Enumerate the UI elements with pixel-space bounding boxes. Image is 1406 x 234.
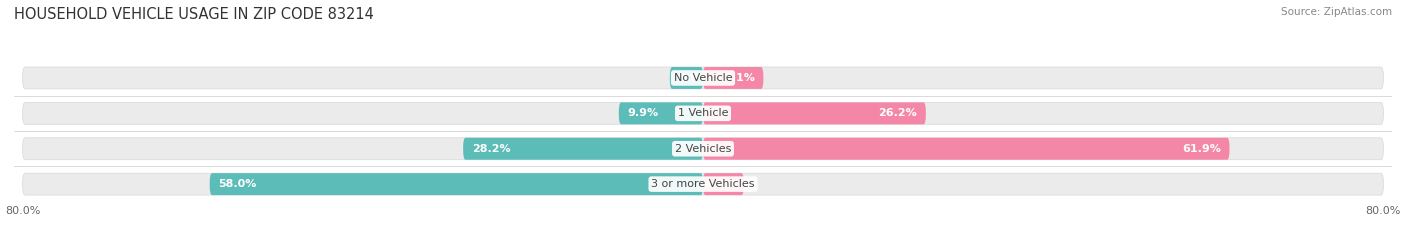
Text: 4.8%: 4.8% [704, 179, 735, 189]
FancyBboxPatch shape [619, 102, 703, 124]
Text: 61.9%: 61.9% [1182, 144, 1220, 154]
FancyBboxPatch shape [669, 67, 703, 89]
FancyBboxPatch shape [703, 138, 1229, 160]
FancyBboxPatch shape [22, 102, 1384, 124]
Text: 3 or more Vehicles: 3 or more Vehicles [651, 179, 755, 189]
Text: 7.1%: 7.1% [724, 73, 755, 83]
Text: 2 Vehicles: 2 Vehicles [675, 144, 731, 154]
FancyBboxPatch shape [22, 67, 1384, 89]
Text: 9.9%: 9.9% [627, 108, 658, 118]
Text: 1 Vehicle: 1 Vehicle [678, 108, 728, 118]
Text: 26.2%: 26.2% [879, 108, 917, 118]
Text: HOUSEHOLD VEHICLE USAGE IN ZIP CODE 83214: HOUSEHOLD VEHICLE USAGE IN ZIP CODE 8321… [14, 7, 374, 22]
FancyBboxPatch shape [22, 138, 1384, 160]
Text: Source: ZipAtlas.com: Source: ZipAtlas.com [1281, 7, 1392, 17]
FancyBboxPatch shape [209, 173, 703, 195]
Text: 58.0%: 58.0% [218, 179, 256, 189]
Text: No Vehicle: No Vehicle [673, 73, 733, 83]
FancyBboxPatch shape [703, 67, 763, 89]
FancyBboxPatch shape [463, 138, 703, 160]
FancyBboxPatch shape [703, 102, 925, 124]
Text: 28.2%: 28.2% [471, 144, 510, 154]
Text: 3.9%: 3.9% [678, 73, 709, 83]
FancyBboxPatch shape [22, 173, 1384, 195]
FancyBboxPatch shape [703, 173, 744, 195]
